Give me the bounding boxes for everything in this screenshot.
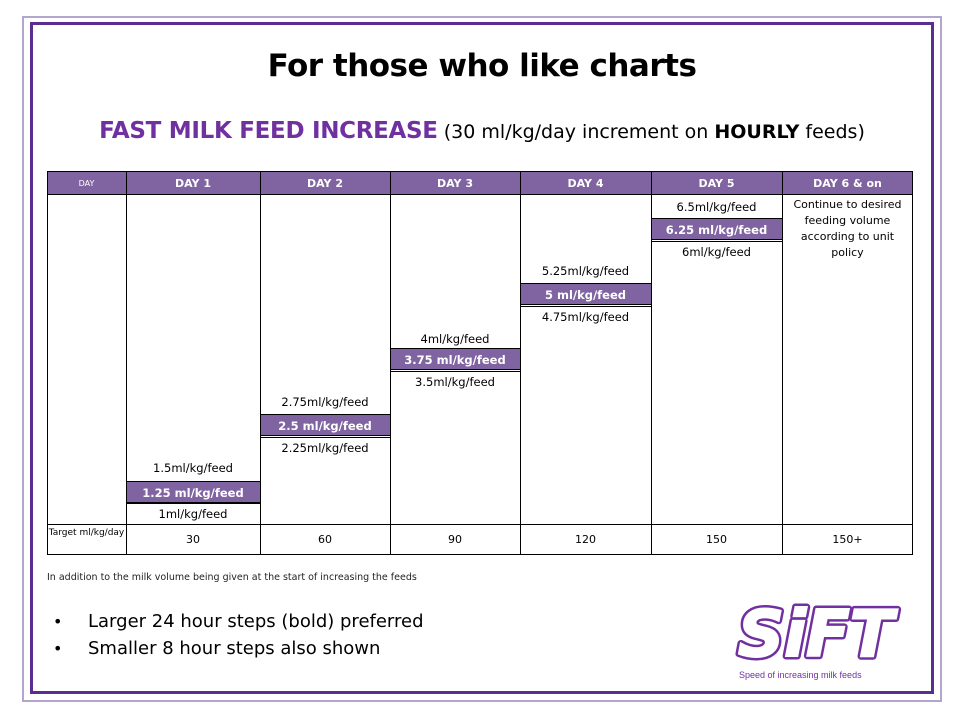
header-day-4: DAY 4 [567, 177, 604, 190]
day2-lower-value: 2.25ml/kg/feed [281, 441, 369, 455]
day2-upper-value: 2.75ml/kg/feed [281, 395, 369, 409]
subtitle-main: FAST MILK FEED INCREASE [99, 118, 438, 144]
target-day-2: 60 [318, 533, 332, 546]
slide-outer-border [22, 16, 942, 702]
day3-lower-value: 3.5ml/kg/feed [415, 375, 495, 389]
day1-upper-value: 1.5ml/kg/feed [153, 461, 233, 475]
bullet-text: Smaller 8 hour steps also shown [88, 638, 381, 659]
header-day-5: DAY 5 [698, 177, 735, 190]
bullet-item: • Larger 24 hour steps (bold) preferred [50, 608, 424, 635]
logo-caption: Speed of increasing milk feeds [739, 670, 862, 680]
grid-line [651, 241, 782, 242]
grid-line [260, 437, 390, 438]
subtitle-paren-close: feeds) [799, 121, 865, 143]
bullet-item: • Smaller 8 hour steps also shown [50, 635, 424, 662]
slide-inner-border [30, 22, 934, 694]
day6-continue-text: Continue to desired feeding volume accor… [793, 198, 902, 259]
day5-bold-value: 6.25 ml/kg/feed [651, 218, 782, 240]
day5-upper-value: 6.5ml/kg/feed [676, 200, 757, 214]
target-day-5: 150 [706, 533, 727, 546]
day1-bold-value: 1.25 ml/kg/feed [126, 481, 260, 503]
subtitle-bold: HOURLY [714, 121, 800, 143]
header-day-1: DAY 1 [174, 177, 212, 190]
day4-upper-value: 5.25ml/kg/feed [541, 264, 630, 278]
grid-line [47, 524, 913, 525]
header-day-3: DAY 3 [436, 177, 474, 190]
grid-line [651, 171, 652, 555]
target-row-label: Target ml/kg/day [48, 528, 125, 538]
grid-line [126, 503, 260, 504]
day3-bold-value: 3.75 ml/kg/feed [390, 348, 520, 370]
table-header-row: DAY DAY 1 DAY 2 DAY 3 DAY 4 DAY 5 DAY 6 … [47, 171, 913, 195]
header-day-2: DAY 2 [306, 177, 344, 190]
target-day-4: 120 [575, 533, 596, 546]
grid-line [390, 371, 520, 372]
target-day-1: 30 [186, 533, 200, 546]
sift-logo: SiFT SiFT [735, 595, 902, 676]
target-day-6: 150+ [832, 533, 863, 546]
target-day-3: 90 [448, 533, 462, 546]
bullet-dot-icon: • [53, 639, 63, 658]
feed-increase-table: DAY DAY 1 DAY 2 DAY 3 DAY 4 DAY 5 DAY 6 … [47, 171, 913, 555]
subtitle-paren-open: (30 ml/kg/day increment on [437, 121, 715, 143]
logo-text: SiFT [738, 598, 898, 672]
footnote: In addition to the milk volume being giv… [47, 572, 417, 583]
slide-title: For those who like charts [267, 48, 697, 84]
grid-line [520, 306, 651, 307]
grid-line [520, 171, 521, 555]
header-day: DAY [78, 179, 95, 188]
grid-line [912, 171, 913, 555]
grid-line [47, 171, 48, 555]
header-day-6: DAY 6 & on [813, 177, 882, 190]
day5-lower-value: 6ml/kg/feed [682, 245, 751, 259]
logo-text-inner: SiFT [738, 598, 898, 672]
day3-upper-value: 4ml/kg/feed [420, 332, 490, 346]
day4-bold-value: 5 ml/kg/feed [520, 283, 651, 305]
day2-bold-value: 2.5 ml/kg/feed [260, 414, 390, 436]
day1-lower-value: 1ml/kg/feed [158, 507, 228, 521]
bullet-text: Larger 24 hour steps (bold) preferred [88, 611, 424, 632]
grid-line [260, 171, 261, 555]
grid-line [47, 554, 913, 555]
bullet-dot-icon: • [53, 612, 63, 631]
slide-subtitle: FAST MILK FEED INCREASE (30 ml/kg/day in… [30, 118, 934, 144]
grid-line [782, 171, 783, 555]
grid-line [126, 171, 127, 555]
day4-lower-value: 4.75ml/kg/feed [541, 310, 630, 324]
bullet-list: • Larger 24 hour steps (bold) preferred •… [50, 608, 424, 662]
grid-line [390, 171, 391, 555]
